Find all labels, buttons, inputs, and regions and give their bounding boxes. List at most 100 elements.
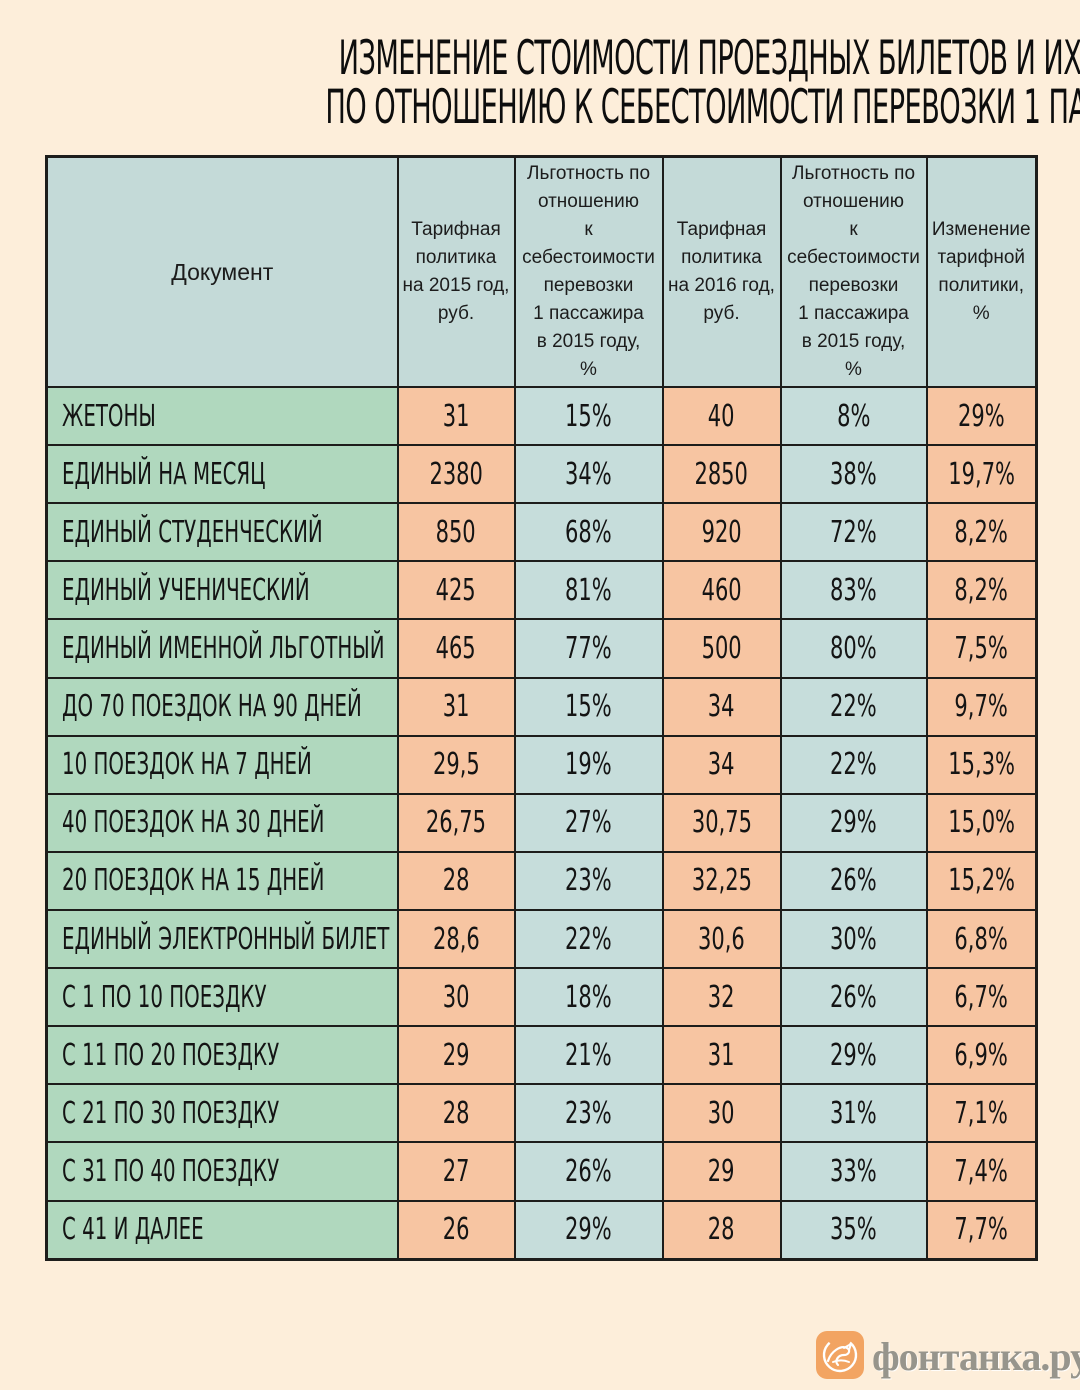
cell-tariff-2016: 34 xyxy=(661,734,782,795)
cell-tariff-2015: 28 xyxy=(396,1083,516,1144)
cell-document-value: 40 ПОЕЗДОК НА 30 ДНЕЙ xyxy=(62,805,325,841)
cell-benefit-2015-value: 68% xyxy=(565,514,612,550)
cell-tariff-2015-value: 31 xyxy=(442,398,470,434)
cell-benefit-2016: 29% xyxy=(779,1025,928,1086)
cell-tariff-2016: 29 xyxy=(661,1141,782,1202)
col-header-tariff-2015-label: Тарифная политика на 2015 год, руб. xyxy=(402,219,510,324)
cell-tariff-2015-value: 28 xyxy=(442,863,470,899)
col-header-tariff-2016: Тарифная политика на 2016 год, руб. xyxy=(661,155,782,388)
table-row: ЕДИНЫЙ НА МЕСЯЦ 2380 34% 2850 38% 19,7% xyxy=(45,444,1038,505)
cell-benefit-2016: 80% xyxy=(779,618,928,679)
cell-document-value: ДО 70 ПОЕЗДОК НА 90 ДНЕЙ xyxy=(62,689,362,725)
cell-document: 10 ПОЕЗДОК НА 7 ДНЕЙ xyxy=(45,734,399,795)
cell-tariff-2015: 28 xyxy=(396,850,516,911)
fontanka-logo-text-wrap: фонтанка.ру® xyxy=(872,1330,1080,1380)
cell-change: 9,7% xyxy=(925,676,1038,737)
cell-benefit-2015: 23% xyxy=(513,850,664,911)
cell-tariff-2016-value: 28 xyxy=(708,1212,735,1248)
table-body: ЖЕТОНЫ 31 15% 40 8% 29% ЕДИНЫЙ НА МЕСЯЦ 2380 34%… xyxy=(45,385,1038,1261)
cell-tariff-2016-value: 500 xyxy=(701,630,742,666)
cell-benefit-2016: 22% xyxy=(779,734,928,795)
col-header-benefit-2016-label: Льготность по отношению к себестоимости … xyxy=(787,163,920,380)
cell-document-value: ЕДИНЫЙ ЭЛЕКТРОННЫЙ БИЛЕТ xyxy=(62,921,390,957)
cell-document: С 21 ПО 30 ПОЕЗДКУ xyxy=(45,1083,399,1144)
table-row: ЕДИНЫЙ ЭЛЕКТРОННЫЙ БИЛЕТ 28,6 22% 30,6 30% 6,… xyxy=(45,908,1038,970)
table-row: ЕДИНЫЙ СТУДЕНЧЕСКИЙ 850 68% 920 72% 8,2% xyxy=(45,502,1038,563)
cell-document-value: 10 ПОЕЗДОК НА 7 ДНЕЙ xyxy=(62,747,312,783)
cell-tariff-2015-value: 29,5 xyxy=(432,747,480,783)
cell-tariff-2015: 26 xyxy=(396,1199,516,1261)
col-header-benefit-2015-label: Льготность по отношению к себестоимости … xyxy=(522,163,655,380)
cell-change: 7,7% xyxy=(925,1199,1038,1261)
cell-benefit-2016-value: 8% xyxy=(836,398,871,434)
cell-tariff-2015: 29,5 xyxy=(396,734,516,795)
cell-tariff-2016-value: 29 xyxy=(708,1153,735,1189)
cell-document-value: С 41 И ДАЛЕЕ xyxy=(62,1212,204,1248)
cell-tariff-2015: 465 xyxy=(396,618,516,679)
cell-benefit-2015-value: 21% xyxy=(565,1037,612,1073)
cell-document-value: ЕДИНЫЙ УЧЕНИЧЕСКИЙ xyxy=(62,572,310,608)
cell-benefit-2016: 83% xyxy=(779,560,928,621)
cell-benefit-2016: 38% xyxy=(779,444,928,505)
cell-tariff-2015: 26,75 xyxy=(396,792,516,853)
fontanka-logo: фонтанка.ру® xyxy=(816,1330,1080,1380)
cell-benefit-2015: 34% xyxy=(513,444,664,505)
cell-tariff-2016: 500 xyxy=(661,618,782,679)
cell-tariff-2016: 2850 xyxy=(661,444,782,505)
cell-change: 6,7% xyxy=(925,967,1038,1028)
col-header-benefit-2016: Льготность по отношению к себестоимости … xyxy=(779,155,928,388)
cell-document-value: С 1 ПО 10 ПОЕЗДКУ xyxy=(62,979,267,1015)
cell-benefit-2016-value: 33% xyxy=(830,1153,877,1189)
cell-benefit-2015-value: 27% xyxy=(565,805,612,841)
cell-tariff-2015: 29 xyxy=(396,1025,516,1086)
cell-change: 7,1% xyxy=(925,1083,1038,1144)
cell-tariff-2015-value: 850 xyxy=(435,514,477,550)
cell-tariff-2016: 32 xyxy=(661,967,782,1028)
cell-tariff-2016: 40 xyxy=(661,385,782,447)
cell-tariff-2016-value: 32 xyxy=(708,979,735,1015)
cell-benefit-2015-value: 26% xyxy=(565,1153,612,1189)
cell-benefit-2016: 22% xyxy=(779,676,928,737)
cell-tariff-2015-value: 465 xyxy=(435,630,477,666)
cell-document: ЖЕТОНЫ xyxy=(45,385,399,447)
cell-benefit-2015-value: 19% xyxy=(565,747,612,783)
cell-tariff-2016: 34 xyxy=(661,676,782,737)
cell-tariff-2015-value: 2380 xyxy=(429,456,483,492)
col-header-benefit-2015: Льготность по отношению к себестоимости … xyxy=(513,155,664,388)
header-row: Документ Тарифная политика на 2015 год, … xyxy=(45,155,1038,388)
cell-tariff-2015: 27 xyxy=(396,1141,516,1202)
cell-benefit-2016: 8% xyxy=(779,385,928,447)
cell-benefit-2015-value: 23% xyxy=(565,863,612,899)
col-header-document: Документ xyxy=(45,155,399,388)
cell-benefit-2015-value: 15% xyxy=(565,689,612,725)
table-row: С 11 ПО 20 ПОЕЗДКУ 29 21% 31 29% 6,9% xyxy=(45,1025,1038,1086)
cell-tariff-2015-value: 31 xyxy=(442,689,470,725)
cell-change-value: 15,2% xyxy=(947,863,1015,899)
cell-benefit-2015: 81% xyxy=(513,560,664,621)
cell-benefit-2016-value: 26% xyxy=(830,979,877,1015)
cell-benefit-2015-value: 18% xyxy=(565,979,612,1015)
cell-tariff-2015: 31 xyxy=(396,676,516,737)
cell-change: 7,5% xyxy=(925,618,1038,679)
cell-document-value: С 21 ПО 30 ПОЕЗДКУ xyxy=(62,1095,280,1131)
cell-document: 40 ПОЕЗДОК НА 30 ДНЕЙ xyxy=(45,792,399,853)
cell-benefit-2016-value: 83% xyxy=(830,572,877,608)
table-row: 10 ПОЕЗДОК НА 7 ДНЕЙ 29,5 19% 34 22% 15,3% xyxy=(45,734,1038,795)
cell-change-value: 7,1% xyxy=(954,1095,1008,1131)
cell-change-value: 6,7% xyxy=(954,979,1008,1015)
table-row: С 21 ПО 30 ПОЕЗДКУ 28 23% 30 31% 7,1% xyxy=(45,1083,1038,1144)
cell-tariff-2016: 30,75 xyxy=(661,792,782,853)
cell-tariff-2016: 30 xyxy=(661,1083,782,1144)
cell-benefit-2016: 26% xyxy=(779,967,928,1028)
cell-benefit-2015-value: 23% xyxy=(565,1095,612,1131)
cell-tariff-2015-value: 26,75 xyxy=(425,805,487,841)
cell-tariff-2015: 28,6 xyxy=(396,908,516,970)
cell-change: 7,4% xyxy=(925,1141,1038,1202)
cell-change: 15,3% xyxy=(925,734,1038,795)
cell-tariff-2016-value: 34 xyxy=(708,747,735,783)
page-title: ИЗМЕНЕНИЕ СТОИМОСТИ ПРОЕЗДНЫХ БИЛЕТОВ И … xyxy=(0,34,1080,132)
cell-tariff-2015: 850 xyxy=(396,502,516,563)
cell-tariff-2016-value: 40 xyxy=(708,398,735,434)
cell-document-value: ЕДИНЫЙ СТУДЕНЧЕСКИЙ xyxy=(62,514,323,550)
